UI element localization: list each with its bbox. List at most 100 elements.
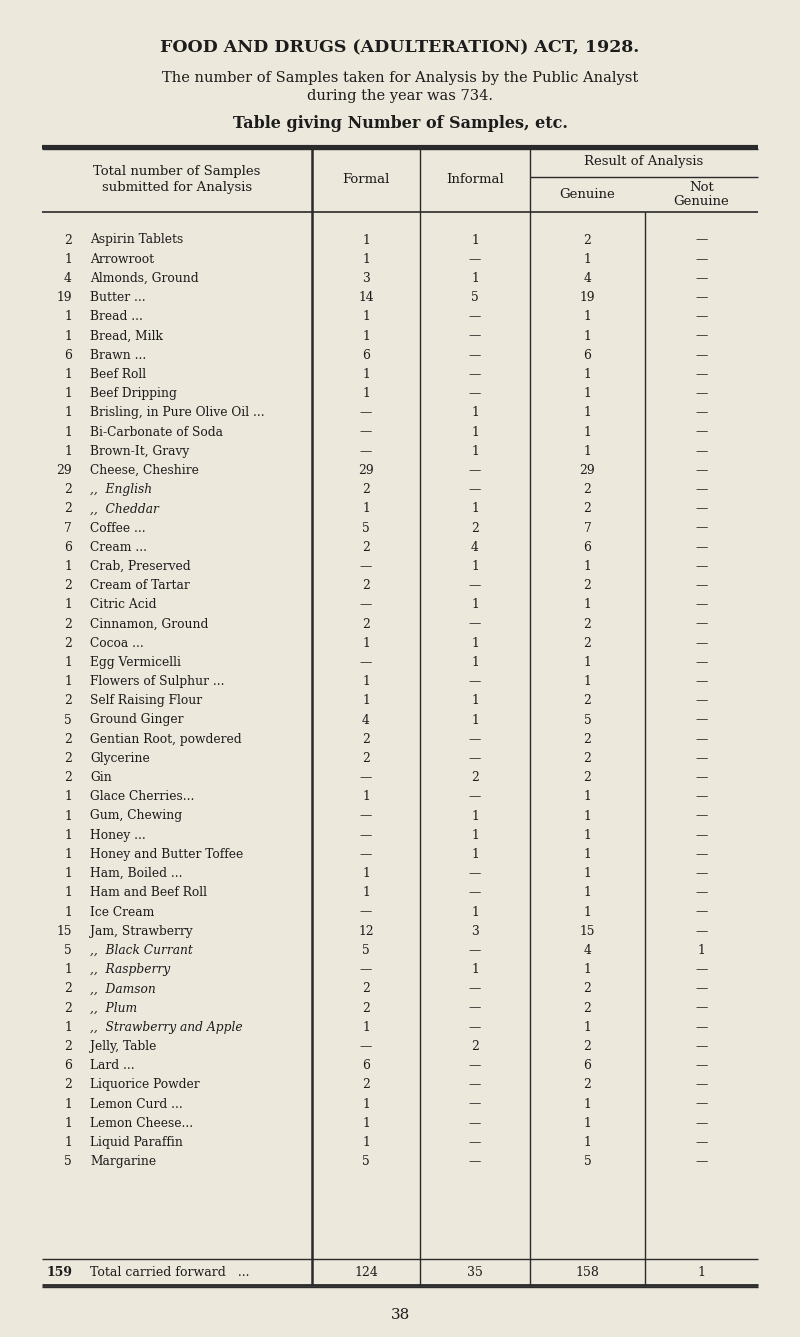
Text: 1: 1 [584,1020,591,1034]
Text: —: — [695,656,708,668]
Text: 1: 1 [64,310,72,324]
Text: 2: 2 [471,1040,479,1054]
Text: 6: 6 [583,1059,591,1072]
Text: 2: 2 [362,540,370,554]
Text: 2: 2 [64,1040,72,1054]
Text: 2: 2 [583,636,591,650]
Text: —: — [469,349,481,362]
Text: 5: 5 [584,1155,591,1169]
Text: —: — [695,521,708,535]
Text: —: — [469,886,481,900]
Text: Beef Dripping: Beef Dripping [90,388,177,400]
Text: 6: 6 [64,540,72,554]
Text: —: — [469,483,481,496]
Text: 1: 1 [362,310,370,324]
Text: —: — [360,445,372,457]
Text: 19: 19 [580,291,595,303]
Text: —: — [695,253,708,266]
Text: —: — [469,751,481,765]
Text: —: — [695,694,708,707]
Text: 7: 7 [64,521,72,535]
Text: 2: 2 [583,771,591,783]
Text: 2: 2 [362,618,370,631]
Text: 6: 6 [583,540,591,554]
Text: —: — [695,771,708,783]
Text: 1: 1 [64,329,72,342]
Text: 4: 4 [64,271,72,285]
Text: 2: 2 [362,579,370,592]
Text: 5: 5 [64,1155,72,1169]
Text: —: — [469,1020,481,1034]
Text: —: — [695,388,708,400]
Text: —: — [360,848,372,861]
Text: Result of Analysis: Result of Analysis [584,155,704,168]
Text: 2: 2 [64,234,72,246]
Text: 4: 4 [583,944,591,957]
Text: 2: 2 [583,733,591,746]
Text: ,,  Plum: ,, Plum [90,1001,137,1015]
Text: 1: 1 [64,445,72,457]
Text: Citric Acid: Citric Acid [90,598,157,611]
Text: 1: 1 [64,560,72,572]
Text: 1: 1 [362,253,370,266]
Text: 1: 1 [64,848,72,861]
Text: 35: 35 [467,1266,483,1278]
Text: Bread ...: Bread ... [90,310,143,324]
Text: —: — [695,1020,708,1034]
Text: 2: 2 [583,579,591,592]
Text: Almonds, Ground: Almonds, Ground [90,271,198,285]
Text: Total number of Samples: Total number of Samples [94,164,261,178]
Text: 1: 1 [584,310,591,324]
Text: —: — [360,598,372,611]
Text: Glace Cherries...: Glace Cherries... [90,790,194,804]
Text: 2: 2 [362,751,370,765]
Text: 1: 1 [362,1116,370,1130]
Text: Informal: Informal [446,172,504,186]
Text: Gin: Gin [90,771,112,783]
Text: 1: 1 [64,675,72,689]
Text: —: — [469,1079,481,1091]
Text: —: — [469,1155,481,1169]
Text: 1: 1 [64,829,72,842]
Text: 5: 5 [362,521,370,535]
Text: —: — [360,771,372,783]
Text: 2: 2 [583,751,591,765]
Text: 2: 2 [362,483,370,496]
Text: —: — [469,464,481,477]
Text: 5: 5 [471,291,479,303]
Text: The number of Samples taken for Analysis by the Public Analyst: The number of Samples taken for Analysis… [162,71,638,86]
Text: 2: 2 [64,694,72,707]
Text: 29: 29 [358,464,374,477]
Text: 2: 2 [64,733,72,746]
Text: ,,  Damson: ,, Damson [90,983,156,995]
Text: 1: 1 [64,963,72,976]
Text: —: — [695,1040,708,1054]
Text: 1: 1 [362,368,370,381]
Text: Liquid Paraffin: Liquid Paraffin [90,1136,183,1148]
Text: Brisling, in Pure Olive Oil ...: Brisling, in Pure Olive Oil ... [90,406,265,420]
Text: 1: 1 [584,1136,591,1148]
Text: Coffee ...: Coffee ... [90,521,146,535]
Text: 6: 6 [362,1059,370,1072]
Text: Gum, Chewing: Gum, Chewing [90,809,182,822]
Text: 2: 2 [583,983,591,995]
Text: —: — [695,310,708,324]
Text: 124: 124 [354,1266,378,1278]
Text: 2: 2 [64,751,72,765]
Text: 2: 2 [583,234,591,246]
Text: —: — [695,464,708,477]
Text: 1: 1 [64,1098,72,1111]
Text: 3: 3 [362,271,370,285]
Text: 2: 2 [64,983,72,995]
Text: 1: 1 [584,368,591,381]
Text: —: — [695,1001,708,1015]
Text: 1: 1 [362,868,370,880]
Text: 1: 1 [584,829,591,842]
Text: —: — [360,425,372,439]
Text: Total carried forward   ...: Total carried forward ... [90,1266,250,1278]
Text: 3: 3 [471,925,479,937]
Text: —: — [469,675,481,689]
Text: 1: 1 [471,445,479,457]
Text: 1: 1 [584,560,591,572]
Text: 1: 1 [584,809,591,822]
